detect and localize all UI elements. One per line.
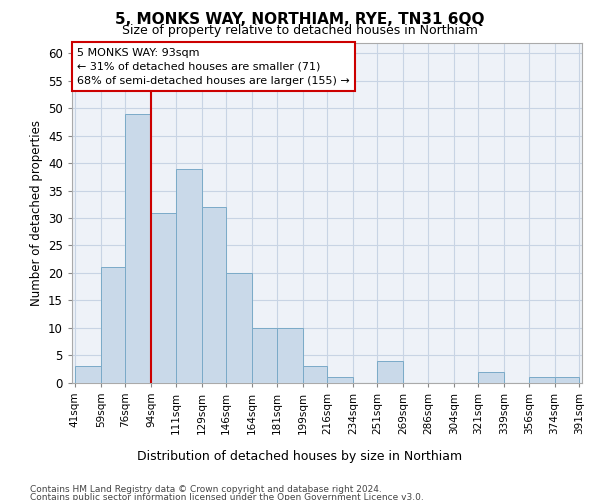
Bar: [302, 366, 327, 382]
Y-axis label: Number of detached properties: Number of detached properties: [29, 120, 43, 306]
Bar: [277, 328, 302, 382]
Bar: [252, 328, 277, 382]
Text: Contains HM Land Registry data © Crown copyright and database right 2024.: Contains HM Land Registry data © Crown c…: [30, 485, 382, 494]
Bar: [101, 268, 125, 382]
Bar: [151, 212, 176, 382]
Bar: [478, 372, 504, 382]
Bar: [554, 377, 579, 382]
Text: 5 MONKS WAY: 93sqm
← 31% of detached houses are smaller (71)
68% of semi-detache: 5 MONKS WAY: 93sqm ← 31% of detached hou…: [77, 48, 350, 86]
Bar: [327, 377, 353, 382]
Text: Contains public sector information licensed under the Open Government Licence v3: Contains public sector information licen…: [30, 492, 424, 500]
Text: Size of property relative to detached houses in Northiam: Size of property relative to detached ho…: [122, 24, 478, 37]
Bar: [377, 360, 403, 382]
Bar: [75, 366, 101, 382]
Bar: [202, 207, 226, 382]
Bar: [226, 273, 252, 382]
Bar: [176, 168, 202, 382]
Text: 5, MONKS WAY, NORTHIAM, RYE, TN31 6QQ: 5, MONKS WAY, NORTHIAM, RYE, TN31 6QQ: [115, 12, 485, 26]
Text: Distribution of detached houses by size in Northiam: Distribution of detached houses by size …: [137, 450, 463, 463]
Bar: [529, 377, 554, 382]
Bar: [125, 114, 151, 382]
